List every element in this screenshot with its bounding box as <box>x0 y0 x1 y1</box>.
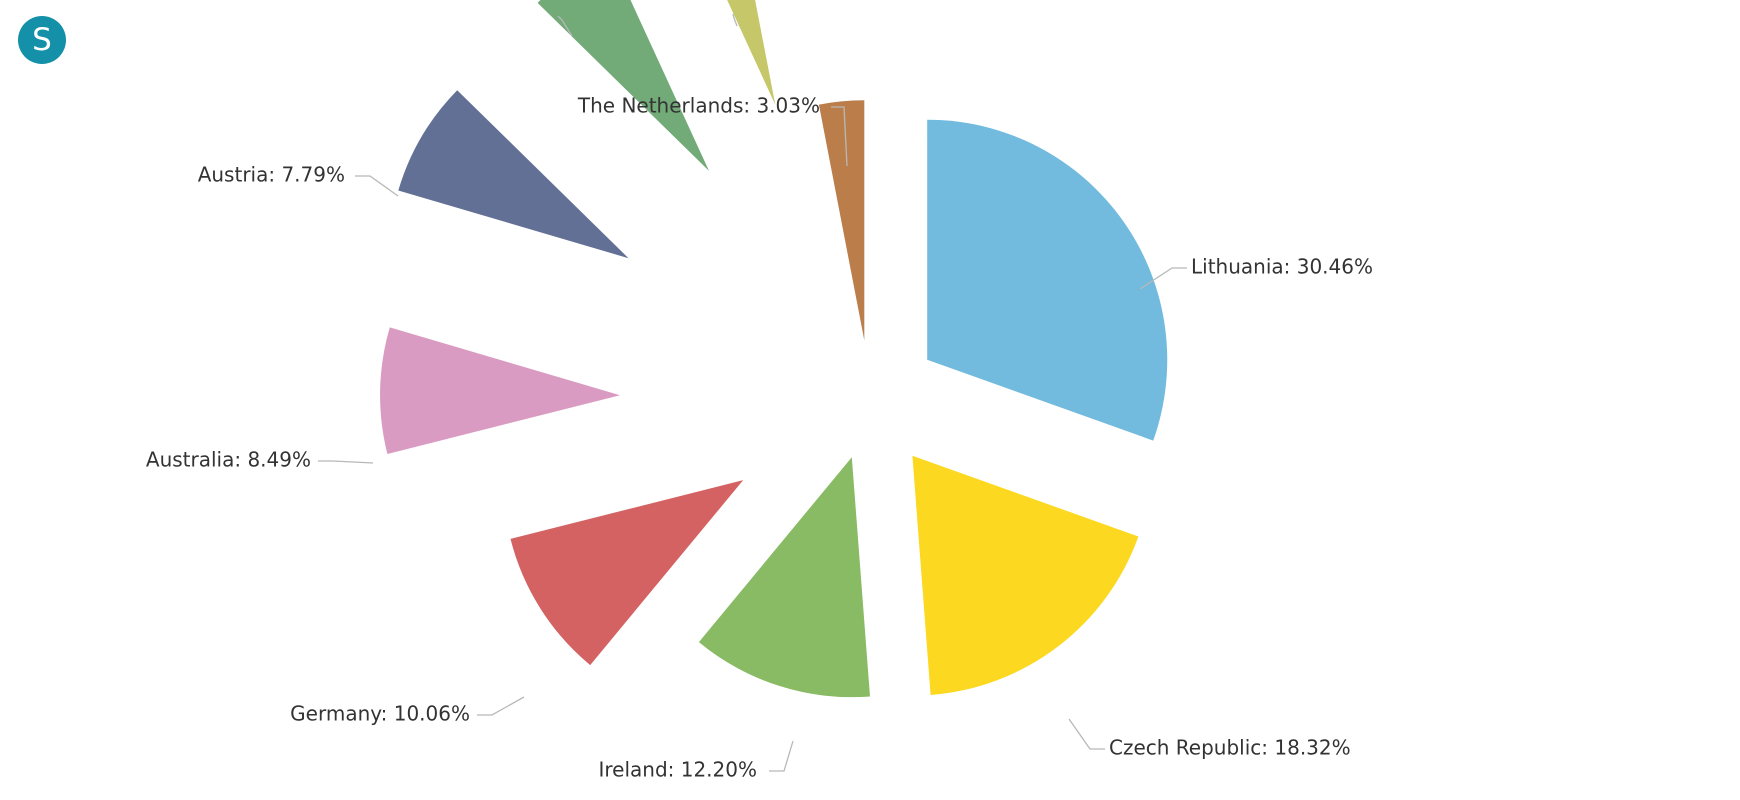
leader-line <box>1068 718 1105 750</box>
pie-slice[interactable] <box>398 90 629 259</box>
leader-line <box>732 13 738 27</box>
slice-label: Germany: 10.06% <box>290 702 470 726</box>
slice-label: The Netherlands: 3.03% <box>577 94 820 118</box>
pie-slice[interactable] <box>912 455 1139 695</box>
pie-slice[interactable] <box>927 119 1168 441</box>
leader-line <box>318 460 374 464</box>
slice-label: Australia: 8.49% <box>146 448 311 472</box>
slice-label: Ireland: 12.20% <box>598 758 757 782</box>
pie-slice[interactable] <box>380 327 620 454</box>
slice-label: Lithuania: 30.46% <box>1191 255 1373 279</box>
leader-line <box>557 15 573 37</box>
slice-label: Czech Republic: 18.32% <box>1109 736 1351 760</box>
leader-line <box>1139 267 1187 290</box>
logo-letter: S <box>32 21 52 58</box>
pie-slice[interactable] <box>510 480 744 666</box>
leader-line <box>831 106 848 167</box>
pie-slice[interactable] <box>537 0 709 171</box>
pie-slice[interactable] <box>698 457 870 698</box>
pie-slice[interactable] <box>818 100 865 341</box>
leader-line <box>477 696 525 716</box>
leader-line <box>355 175 399 197</box>
slice-label: Austria: 7.79% <box>198 163 345 187</box>
pie-slice[interactable] <box>675 0 776 105</box>
leader-line <box>769 740 794 772</box>
logo-icon: S <box>18 16 66 64</box>
